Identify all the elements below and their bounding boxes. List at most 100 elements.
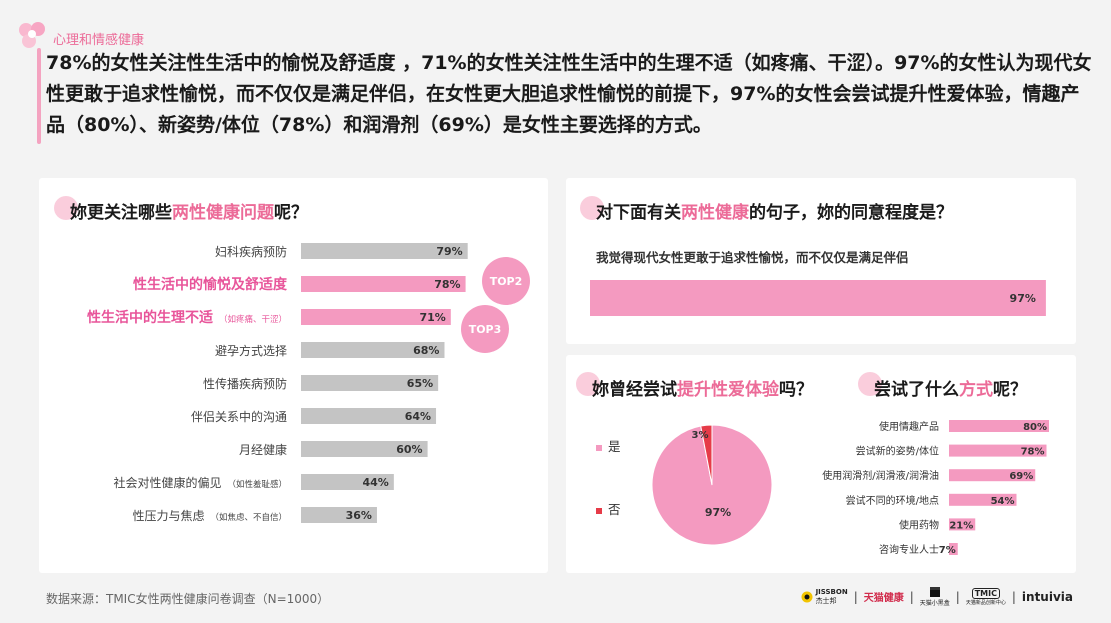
- bar: [590, 280, 1046, 316]
- category-label: 月经健康: [239, 442, 287, 457]
- category-label: 使用润滑剂/润滑液/润滑油: [822, 469, 939, 482]
- value-label: 78%: [1021, 447, 1045, 458]
- bar: [949, 543, 958, 555]
- pie-slice: [700, 424, 713, 486]
- legend-swatch-yes: [596, 444, 602, 451]
- pie-legend-yes: 是: [596, 436, 621, 455]
- top-badge-label: TOP2: [490, 275, 523, 288]
- bar: [949, 444, 1047, 457]
- category-name: 性压力与焦虑: [132, 509, 204, 523]
- value-label: 44%: [362, 476, 388, 489]
- value-label: 71%: [419, 311, 445, 324]
- category-label: 尝试新的姿势/体位: [856, 445, 939, 458]
- category-label: 性生活中的愉悦及舒适度: [133, 276, 288, 293]
- category-label: 性生活中的生理不适 （如疼痛、干涩）: [87, 309, 287, 326]
- category-name: 社会对性健康的偏见: [113, 475, 221, 490]
- category-name: 妇科疾病预防: [215, 244, 287, 259]
- bar: [949, 493, 1017, 506]
- category-label: 伴侣关系中的沟通: [191, 409, 287, 424]
- category-label: 性压力与焦虑 （如焦虑、不自信）: [132, 509, 287, 523]
- category-name: 伴侣关系中的沟通: [191, 409, 287, 424]
- brand-separator: |: [1011, 589, 1016, 604]
- value-label: 60%: [396, 443, 422, 456]
- agreement-bar-chart: 97%: [590, 280, 1046, 316]
- pie-value-label: 3%: [692, 430, 709, 441]
- experience-card: [566, 355, 1076, 573]
- bar: [301, 441, 428, 457]
- value-label: 21%: [949, 520, 973, 531]
- concerns-bar-chart: 79% 妇科疾病预防 78% 性生活中的愉悦及舒适度 71% 性生活中的生理不适 （如疼痛、…: [87, 243, 530, 523]
- bar: [949, 518, 976, 531]
- category-name: 性生活中的愉悦及舒适度: [133, 276, 288, 293]
- title-bullet-icon: [576, 372, 600, 396]
- tmic-logo: TMIC 天猫新品创新中心: [965, 587, 1006, 606]
- section-tag: 心理和情感健康: [53, 33, 145, 48]
- headline-accent-bar: [37, 48, 41, 144]
- agreement-title: 对下面有关两性健康的句子，妳的同意程度是？: [596, 203, 953, 223]
- jissbon-text: JISSBON: [815, 587, 848, 596]
- bar: [301, 474, 394, 490]
- methods-title: 尝试了什么方式呢？: [874, 380, 1027, 400]
- category-note: （如焦虑、不自信）: [210, 512, 287, 523]
- pie-value-label: 97%: [705, 506, 731, 519]
- concerns-title: 妳更关注哪些两性健康问题呢？: [70, 203, 308, 223]
- title-bullet-icon: [580, 196, 604, 220]
- brand-separator: |: [955, 589, 960, 604]
- bar: [301, 243, 468, 259]
- value-label: 64%: [405, 410, 431, 423]
- value-label: 78%: [434, 278, 460, 291]
- category-label: 使用药物: [899, 518, 939, 531]
- bar: [949, 469, 1036, 482]
- top-badge-label: TOP3: [469, 323, 502, 336]
- legend-swatch-no: [596, 507, 602, 514]
- bar: [301, 507, 377, 523]
- agreement-statement: 我觉得现代女性更敢于追求性愉悦，而不仅仅是满足伴侣: [596, 250, 909, 265]
- top-badge: [461, 305, 509, 353]
- bar: [301, 408, 437, 424]
- data-source: 数据来源：TMIC女性两性健康问卷调查（N=1000）: [46, 592, 330, 606]
- value-label: 65%: [407, 377, 433, 390]
- bar: [949, 420, 1049, 432]
- category-label: 性传播疾病预防: [203, 376, 287, 391]
- value-label: 54%: [991, 496, 1015, 507]
- category-name: 避孕方式选择: [215, 343, 287, 358]
- title-bullet-icon: [858, 372, 882, 396]
- category-note: （如疼痛、干涩）: [219, 314, 287, 325]
- value-label: 7%: [939, 545, 956, 556]
- agreement-card: [566, 178, 1076, 344]
- headline: 78%的女性关注性生活中的愉悦及舒适度 ，71%的女性关注性生活中的生理不适（如…: [46, 52, 1092, 136]
- category-label: 妇科疾病预防: [215, 244, 287, 259]
- value-label: 80%: [1023, 422, 1047, 433]
- bar: [301, 375, 439, 391]
- bar: [301, 309, 451, 325]
- category-name: 性生活中的生理不适: [87, 309, 213, 326]
- jissbon-logo: JISSBON 杰士邦: [801, 588, 848, 606]
- jissbon-cn-text: 杰士邦: [815, 596, 837, 605]
- tmall-health-logo: 天猫健康: [863, 593, 904, 604]
- category-note: （如性羞耻感）: [227, 479, 287, 490]
- brand-separator: |: [909, 589, 914, 604]
- title-bullet-icon: [54, 196, 78, 220]
- category-label: 尝试不同的环境/地点: [846, 494, 939, 507]
- top-badge: [482, 257, 530, 305]
- box-logo-icon: [929, 587, 940, 597]
- methods-bar-chart: 80% 使用情趣产品 78% 尝试新的姿势/体位 69% 使用润滑剂/润滑液/润滑油 54%…: [822, 420, 1049, 556]
- tmall-xiaohei-logo: 天猫小黑盒: [920, 586, 950, 607]
- jissbon-logo-icon: [801, 591, 813, 602]
- brand-separator: |: [853, 589, 858, 604]
- pie-legend-no: 否: [596, 499, 621, 518]
- brand-logos: JISSBON 杰士邦 | 天猫健康 | 天猫小黑盒 | TMIC 天猫新品创新…: [801, 586, 1073, 607]
- category-name: 性传播疾病预防: [203, 376, 287, 391]
- bar: [301, 276, 466, 292]
- bar: [301, 342, 445, 358]
- category-label: 社会对性健康的偏见 （如性羞耻感）: [113, 475, 287, 490]
- category-name: 月经健康: [239, 442, 287, 457]
- flower-logo-icon: [19, 22, 45, 48]
- category-label: 咨询专业人士: [879, 543, 939, 556]
- value-label: 36%: [346, 509, 372, 522]
- tried-pie-chart: 97% 3%: [651, 424, 773, 546]
- tried-title: 妳曾经尝试提升性爱体验吗？: [592, 380, 813, 400]
- value-label: 68%: [413, 344, 439, 357]
- value-label: 97%: [1010, 292, 1036, 305]
- category-label: 使用情趣产品: [879, 420, 939, 433]
